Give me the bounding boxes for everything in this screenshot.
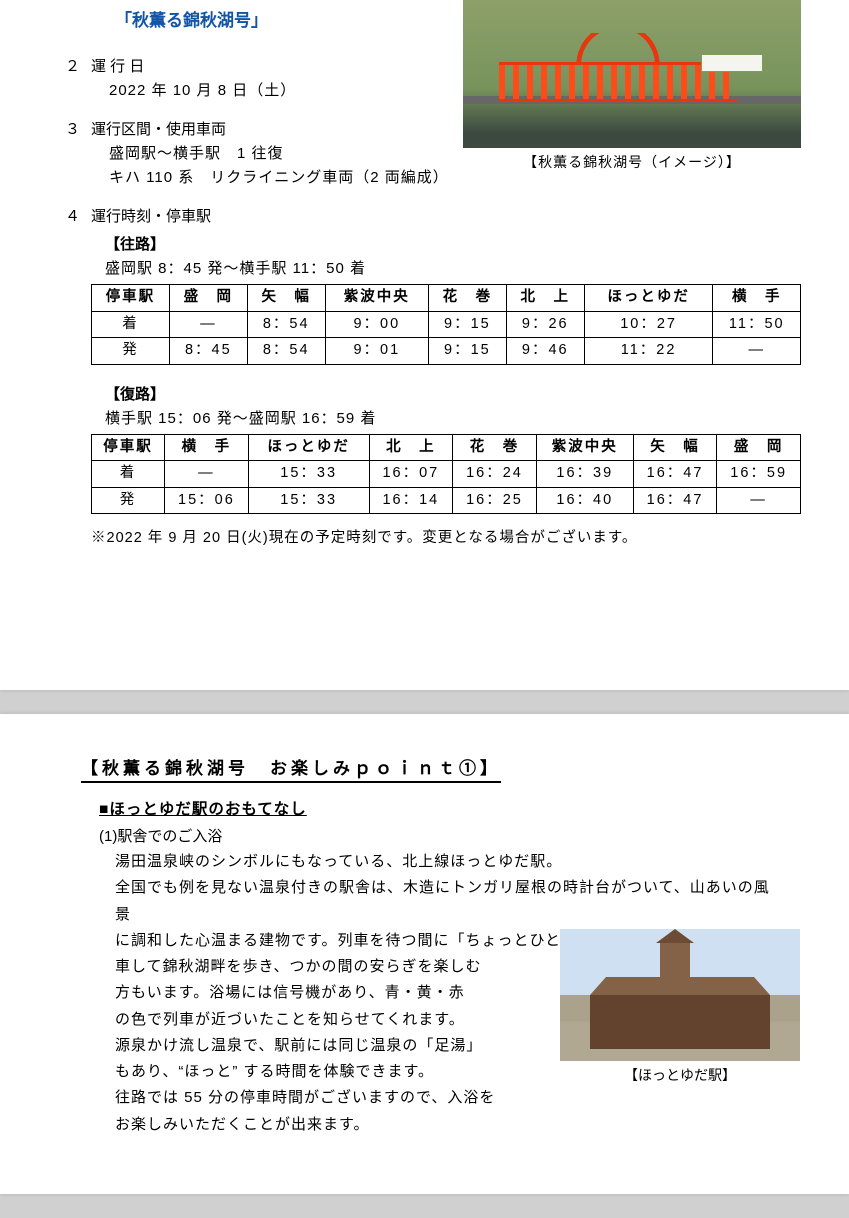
timetable-cell: 16：40 [536,487,633,514]
timetable-header-cell: 停車駅 [92,434,165,461]
section3-line2: キハ 110 系 リクライニング車両（2 両編成） [109,166,449,187]
timetable-cell: ― [717,487,801,514]
timetable-cell: 8：54 [247,338,325,365]
timetable-cell: 16：24 [453,461,537,488]
point1-num: (1)駅舎でのご入浴 [99,825,804,846]
text-line: の色で列車が近づいたことを知らせてくれます。 [115,1011,465,1028]
section3-head: 運行区間・使用車両 [91,118,449,139]
text-line: 全国でも例を見ない温泉付きの駅舎は、木造にトンガリ屋根の時計台がついて、山あいの… [115,879,770,922]
timetable-cell: 16：25 [453,487,537,514]
point1-paragraph-narrow: 車して錦秋湖畔を歩き、つかの間の安らぎを楽しむ方もいます。浴場には信号機があり、… [115,954,515,1138]
timetable-header-cell: 花 巻 [428,285,506,312]
outbound-summary: 盛岡駅 8：45 発～横手駅 11：50 着 [105,257,804,278]
table-row: 発8：458：549：019：159：4611：22― [92,338,801,365]
page-1: 「秋薫る錦秋湖号」 【秋薫る錦秋湖号（イメージ）】 ２ 運 行 日 2022 年… [0,0,849,690]
timetable-header-cell: 盛 岡 [169,285,247,312]
timetable-header-cell: 矢 幅 [247,285,325,312]
timetable-header-cell: 横 手 [165,434,249,461]
timetable-cell: 9：26 [506,311,584,338]
hotto-yuda-subhead: ■ほっとゆだ駅のおもてなし [99,797,804,819]
timetable-header-cell: 紫波中央 [536,434,633,461]
timetable-outbound: 停車駅盛 岡矢 幅紫波中央花 巻北 上ほっとゆだ横 手着―8：549：009：1… [91,284,801,365]
station-image-placeholder [560,929,800,1061]
timetable-cell: 着 [92,311,170,338]
timetable-header-cell: 北 上 [369,434,453,461]
table-row: 着―8：549：009：159：2610：2711：50 [92,311,801,338]
figure-bridge: 【秋薫る錦秋湖号（イメージ）】 [463,0,801,172]
timetable-cell: 15：06 [165,487,249,514]
timetable-cell: 着 [92,461,165,488]
timetable-header-cell: ほっとゆだ [248,434,369,461]
text-line: 湯田温泉峡のシンボルにもなっている、北上線ほっとゆだ駅。 [115,853,562,870]
section-num-4: ４ [65,205,91,229]
timetable-cell: 16：47 [633,487,717,514]
text-line: 車して錦秋湖畔を歩き、つかの間の安らぎを楽しむ [115,958,482,975]
timetable-cell: 15：33 [248,487,369,514]
timetable-cell: 8：45 [169,338,247,365]
timetable-header-cell: 矢 幅 [633,434,717,461]
section-num-3: ３ [65,118,91,187]
inbound-summary: 横手駅 15：06 発～盛岡駅 16：59 着 [105,407,804,428]
table-row: 着―15：3316：0716：2416：3916：4716：59 [92,461,801,488]
timetable-header-cell: ほっとゆだ [584,285,713,312]
text-line: 往路では 55 分の停車時間がございますので、入浴を [115,1089,495,1106]
timetable-cell: 16：59 [717,461,801,488]
text-line: もあり、“ほっと” する時間を体験できます。 [115,1063,434,1080]
timetable-note: ※2022 年 9 月 20 日(火)現在の予定時刻です。変更となる場合がござい… [91,526,804,547]
page-2: 【秋薫る錦秋湖号 お楽しみｐｏｉｎｔ①】 ■ほっとゆだ駅のおもてなし (1)駅舎… [0,714,849,1194]
enjoy-point-heading: 【秋薫る錦秋湖号 お楽しみｐｏｉｎｔ①】 [81,754,501,783]
timetable-cell: 発 [92,487,165,514]
timetable-header-cell: 停車駅 [92,285,170,312]
section2-line1: 2022 年 10 月 8 日（土） [109,79,296,100]
figure2-caption: 【ほっとゆだ駅】 [560,1065,800,1085]
timetable-cell: 16：14 [369,487,453,514]
timetable-cell: 16：39 [536,461,633,488]
inbound-label: 【復路】 [105,383,804,404]
section-num-2: ２ [65,55,91,100]
section-timetable: ４ 運行時刻・停車駅 [65,205,804,229]
outbound-label: 【往路】 [105,233,804,254]
timetable-cell: 9：01 [325,338,428,365]
timetable-cell: 16：47 [633,461,717,488]
timetable-cell: 10：27 [584,311,713,338]
table-row: 発15：0615：3316：1416：2516：4016：47― [92,487,801,514]
timetable-header-cell: 盛 岡 [717,434,801,461]
timetable-cell: 15：33 [248,461,369,488]
timetable-cell: 16：07 [369,461,453,488]
figure-station: 【ほっとゆだ駅】 [560,929,800,1085]
timetable-cell: 11：50 [713,311,801,338]
timetable-cell: 9：15 [428,311,506,338]
bridge-image-placeholder [463,0,801,148]
text-line: お楽しみいただくことが出来ます。 [115,1116,370,1133]
timetable-cell: 9：00 [325,311,428,338]
section2-head: 運 行 日 [91,55,296,76]
timetable-cell: ― [165,461,249,488]
timetable-cell: 発 [92,338,170,365]
timetable-header-cell: 紫波中央 [325,285,428,312]
timetable-header-cell: 横 手 [713,285,801,312]
text-line: 源泉かけ流し温泉で、駅前には同じ温泉の「足湯」 [115,1037,482,1054]
timetable-cell: ― [169,311,247,338]
timetable-cell: 9：15 [428,338,506,365]
timetable-cell: 8：54 [247,311,325,338]
figure1-caption: 【秋薫る錦秋湖号（イメージ）】 [463,152,801,172]
timetable-cell: 9：46 [506,338,584,365]
timetable-header-cell: 北 上 [506,285,584,312]
timetable-header-cell: 花 巻 [453,434,537,461]
page2-body: ■ほっとゆだ駅のおもてなし (1)駅舎でのご入浴 湯田温泉峡のシンボルにもなって… [45,797,804,1138]
timetable-cell: ― [713,338,801,365]
section4-head: 運行時刻・停車駅 [91,205,211,226]
timetable-inbound: 停車駅横 手ほっとゆだ北 上花 巻紫波中央矢 幅盛 岡着―15：3316：071… [91,434,801,515]
section3-line1: 盛岡駅～横手駅 1 往復 [109,142,449,163]
timetable-cell: 11：22 [584,338,713,365]
text-line: 方もいます。浴場には信号機があり、青・黄・赤 [115,984,465,1001]
